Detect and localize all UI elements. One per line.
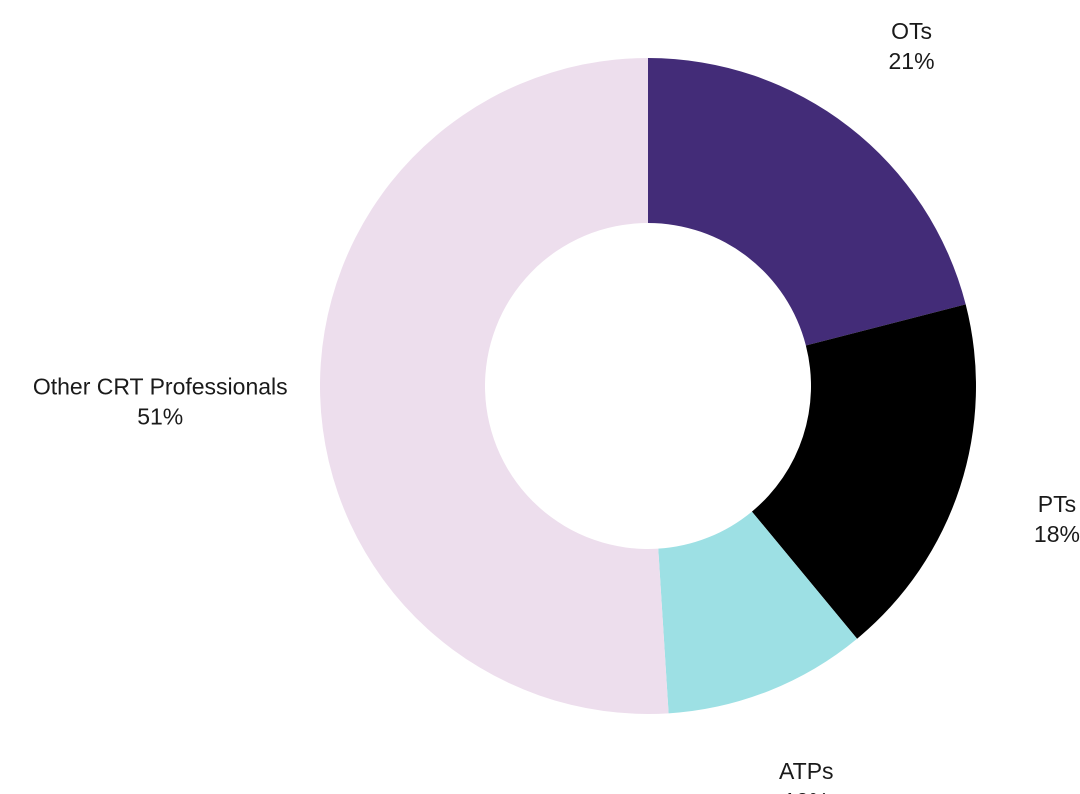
slice-other-crt-professionals <box>319 58 669 715</box>
slice-labels: OTs 21% PTs 18% ATPs 10% Other CRT Professiona… <box>33 18 1080 794</box>
slice-category-label: ATPs <box>779 758 834 784</box>
slice-label: OTs 21% <box>889 18 935 74</box>
slice-value-label: 51% <box>137 403 183 429</box>
slice-label: Other CRT Professionals 51% <box>33 373 288 429</box>
slice-value-label: 10% <box>783 788 829 794</box>
slice-label: ATPs 10% <box>779 758 834 794</box>
donut-slices <box>319 58 976 715</box>
slice-pts <box>751 304 976 639</box>
slice-label: PTs 18% <box>1034 491 1080 547</box>
slice-value-label: 21% <box>889 48 935 74</box>
slice-category-label: OTs <box>891 18 932 44</box>
slice-atps <box>658 511 858 714</box>
slice-ots <box>648 58 966 346</box>
slice-category-label: Other CRT Professionals <box>33 373 288 399</box>
slice-value-label: 18% <box>1034 521 1080 547</box>
slice-category-label: PTs <box>1038 491 1076 517</box>
